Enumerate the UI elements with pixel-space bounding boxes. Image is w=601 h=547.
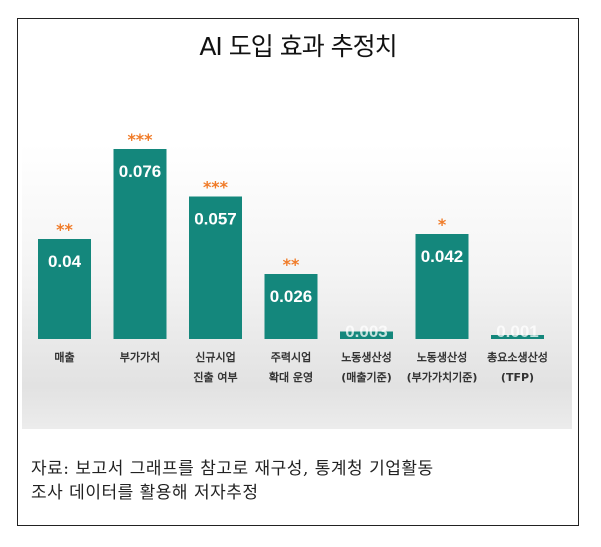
source-line-2: 조사 데이터를 활용해 저자추정: [31, 483, 259, 503]
bar-value-label: 0.04: [48, 252, 82, 271]
bar: [264, 274, 318, 339]
bar: [189, 196, 242, 339]
bar: [113, 149, 167, 339]
bar-value-label: 0.042: [421, 247, 464, 266]
category-label: 총요소생산성: [487, 350, 548, 364]
bar-value-label: 0.076: [119, 162, 162, 181]
figure-frame: AI 도입 효과 추정치 0.04 ** 매출 0.076 *** 부가가치 0.057 **…: [17, 18, 579, 526]
bar-value-label: 0.026: [270, 287, 313, 306]
category-label: (부가가치기준): [407, 370, 478, 384]
bar: [340, 331, 393, 339]
category-label: 부가가치: [120, 350, 160, 364]
chart-title: AI 도입 효과 추정치: [199, 32, 397, 61]
category-label: (매출기준): [341, 370, 392, 384]
category-label: 주력시업: [271, 351, 311, 364]
bar-value-label: 0.001: [496, 322, 539, 341]
category-label: 노동생산성: [341, 350, 392, 364]
category-label: 확대 운영: [269, 370, 313, 384]
category-label: (TFP): [501, 371, 534, 384]
significance-stars: **: [283, 255, 300, 274]
bar-value-label: 0.057: [194, 210, 237, 229]
category-label: 진출 여부: [193, 370, 237, 384]
bar: [491, 335, 544, 339]
significance-stars: **: [56, 220, 73, 239]
significance-stars: ***: [203, 178, 229, 197]
significance-stars: ***: [127, 130, 153, 149]
bar-value-label: 0.003: [345, 322, 388, 341]
category-label: 신규시업: [195, 350, 235, 364]
category-label: 노동생산성: [417, 350, 468, 364]
bar: [38, 239, 91, 339]
significance-stars: *: [438, 215, 447, 234]
bar: [415, 234, 469, 339]
source-note: 자료: 보고서 그래프를 참고로 재구성, 통계청 기업활동 조사 데이터를 활…: [31, 457, 571, 505]
category-label: 매출: [54, 350, 74, 364]
source-line-1: 자료: 보고서 그래프를 참고로 재구성, 통계청 기업활동: [31, 459, 434, 479]
